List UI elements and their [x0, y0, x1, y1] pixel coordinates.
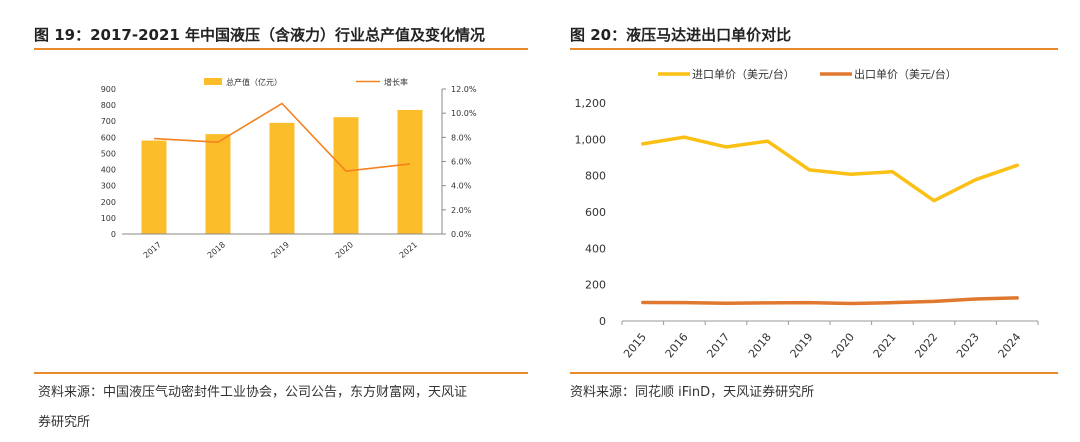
- legend-bar-label: 总产值（亿元）: [226, 77, 282, 87]
- y2-tick-label: 4.0%: [451, 182, 472, 191]
- legend-line-label: 增长率: [384, 77, 408, 87]
- y-tick-label: 0: [599, 315, 606, 328]
- right-title-rule: [570, 48, 1058, 50]
- y2-tick-label: 8.0%: [451, 133, 472, 142]
- x-tick-label: 2021: [398, 240, 419, 260]
- y-tick-label: 900: [101, 85, 116, 94]
- y2-tick-label: 2.0%: [451, 206, 472, 215]
- bar-2020: [333, 117, 359, 234]
- x-tick-label: 2019: [270, 240, 291, 260]
- left-source-rule: [34, 372, 528, 374]
- unit-price-chart: 0 200 400 600 800 1,000 1,200 2015 2016 2017 2018 2…: [575, 67, 1039, 361]
- y2-tick-label: 12.0%: [451, 85, 477, 94]
- y-tick-label: 1,200: [575, 97, 607, 110]
- left-source-line1: 资料来源：中国液压气动密封件工业协会，公司公告，东方财富网，天风证: [38, 385, 468, 400]
- left-source-line2: 券研究所: [38, 415, 91, 430]
- import-price-line: [641, 135, 1019, 203]
- x-tick-label: 2019: [788, 331, 816, 361]
- left-title-rule: [34, 48, 528, 50]
- y-tick-label: 600: [101, 133, 116, 142]
- x-tick-label: 2022: [912, 331, 940, 361]
- x-tick-label: 2018: [206, 240, 227, 260]
- y2-tick-label: 6.0%: [451, 158, 472, 167]
- growth-rate-line: [153, 102, 411, 173]
- x-tick-label: 2023: [954, 331, 982, 361]
- export-price-line: [641, 296, 1019, 306]
- right-chart-title: 图 20：液压马达进出口单价对比: [570, 26, 792, 44]
- x-tick-label: 2020: [334, 240, 355, 260]
- y-tick-label: 200: [585, 279, 606, 292]
- bar-2019: [269, 122, 295, 234]
- x-tick-label: 2021: [871, 331, 899, 361]
- left-chart-title: 图 19：2017-2021 年中国液压（含液力）行业总产值及变化情况: [34, 26, 486, 44]
- y-tick-label: 300: [101, 182, 116, 191]
- y2-tick-label: 0.0%: [451, 230, 472, 239]
- legend-export-label: 出口单价（美元/台）: [854, 67, 957, 81]
- y-tick-label: 800: [585, 170, 606, 183]
- x-tick-label: 2015: [621, 331, 649, 361]
- x-tick-label: 2024: [996, 331, 1024, 361]
- x-tick-label: 2018: [746, 331, 774, 361]
- legend-import-label: 进口单价（美元/台）: [692, 67, 795, 81]
- x-tick-label: 2020: [829, 331, 857, 361]
- y-tick-label: 500: [101, 149, 116, 158]
- bar-2018: [205, 134, 231, 234]
- x-tick-label: 2017: [142, 240, 163, 260]
- x-tick-label: 2016: [663, 331, 691, 361]
- y-tick-label: 100: [101, 214, 116, 223]
- y-tick-label: 200: [101, 198, 116, 207]
- y-tick-label: 800: [101, 101, 116, 110]
- legend-bar-swatch: [204, 78, 222, 85]
- y-tick-label: 1,000: [575, 133, 607, 146]
- y-tick-label: 400: [101, 166, 116, 175]
- right-source-line1: 资料来源：同花顺 iFinD，天风证券研究所: [570, 385, 815, 400]
- y2-tick-label: 10.0%: [451, 109, 477, 118]
- bar-2017: [141, 140, 167, 234]
- y-tick-label: 0: [111, 230, 116, 239]
- x-tick-label: 2017: [704, 331, 732, 361]
- right-source-rule: [570, 372, 1058, 374]
- y-tick-label: 700: [101, 117, 116, 126]
- y-tick-label: 400: [585, 242, 606, 255]
- y-tick-label: 600: [585, 206, 606, 219]
- bar-2021: [397, 109, 423, 234]
- production-value-chart: 0 100 200 300 400 500 600 700 800 900 0.0% 2.0% 4.0%…: [101, 77, 477, 260]
